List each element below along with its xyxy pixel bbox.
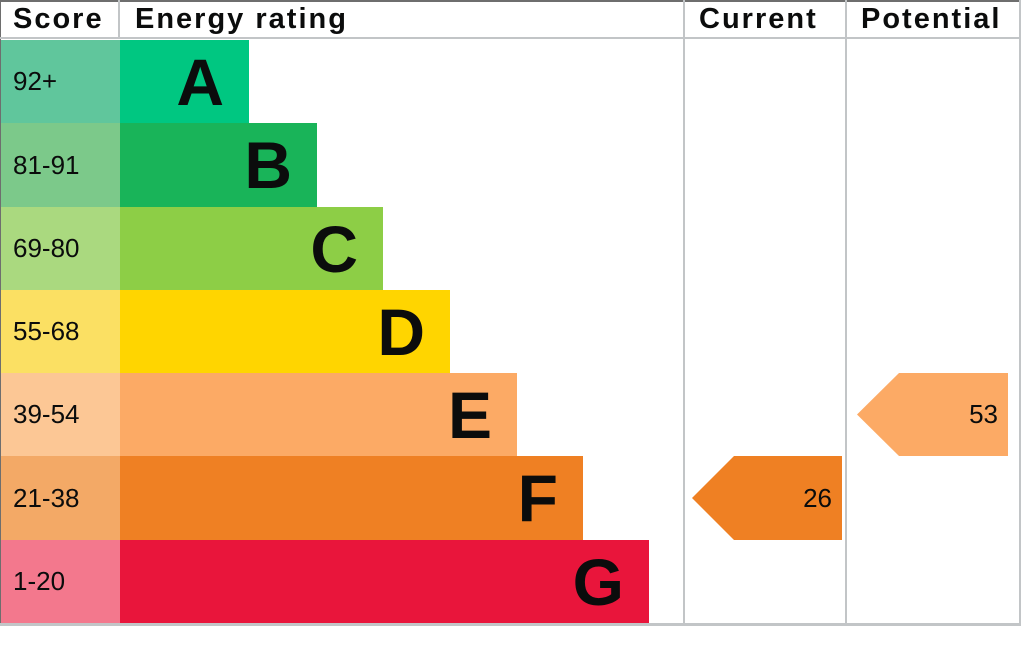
grid-line-header-bottom bbox=[0, 37, 1021, 39]
band-letter: A bbox=[176, 44, 224, 119]
band-score-range: 81-91 bbox=[0, 123, 120, 207]
band-letter: D bbox=[377, 294, 425, 369]
band-row: 21-38 F bbox=[0, 456, 1024, 540]
band-bar: D bbox=[120, 290, 450, 373]
band-row: 1-20 G bbox=[0, 540, 1024, 623]
band-row: 81-91 B bbox=[0, 123, 1024, 207]
header-current: Current bbox=[699, 2, 818, 35]
potential-value: 53 bbox=[969, 399, 998, 429]
band-row: 92+ A bbox=[0, 40, 1024, 123]
frame-line-top bbox=[0, 0, 1021, 2]
header-potential: Potential bbox=[861, 2, 1002, 35]
grid-line-bottom bbox=[0, 623, 1021, 626]
header-energy-rating: Energy rating bbox=[135, 2, 348, 35]
band-score-range: 92+ bbox=[0, 40, 120, 123]
band-score-range: 1-20 bbox=[0, 540, 120, 623]
band-score-range: 55-68 bbox=[0, 290, 120, 373]
band-score-range: 21-38 bbox=[0, 456, 120, 540]
band-score-range: 39-54 bbox=[0, 373, 120, 456]
band-bar: A bbox=[120, 40, 249, 123]
current-value: 26 bbox=[803, 482, 832, 513]
band-bar: F bbox=[120, 456, 583, 540]
band-row: 69-80 C bbox=[0, 207, 1024, 290]
band-letter: G bbox=[572, 544, 624, 619]
header-score: Score bbox=[13, 2, 104, 35]
band-row: 55-68 D bbox=[0, 290, 1024, 373]
band-letter: C bbox=[310, 211, 358, 286]
band-row: 39-54 E bbox=[0, 373, 1024, 456]
band-letter: E bbox=[447, 377, 492, 452]
band-letter: F bbox=[517, 461, 558, 535]
grid-line-right bbox=[1019, 0, 1021, 626]
band-score-range: 69-80 bbox=[0, 207, 120, 290]
band-bar: G bbox=[120, 540, 649, 623]
band-bar: E bbox=[120, 373, 517, 456]
frame-line-left bbox=[0, 0, 1, 626]
band-bar: B bbox=[120, 123, 317, 207]
grid-line-potential-left bbox=[845, 0, 847, 626]
grid-line-current-left bbox=[683, 0, 685, 626]
grid-line-score-separator bbox=[118, 0, 120, 37]
band-bar: C bbox=[120, 207, 383, 290]
band-letter: B bbox=[244, 128, 292, 202]
